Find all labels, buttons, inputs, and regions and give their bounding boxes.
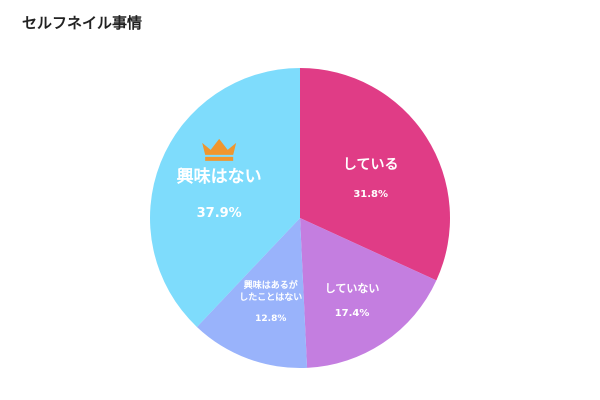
slice-value-label: 17.4% [335,308,370,319]
slice-name-label: 興味はあるが [244,279,299,291]
pie-slice [300,218,437,368]
pie-slice [150,68,300,327]
slice-name-label: 興味はない [177,166,262,187]
pie-slices [150,68,450,368]
crown-icon [202,138,237,161]
slice-name-label: していない [325,282,380,295]
slice-name-label: したことはない [239,292,302,303]
chart-title: セルフネイル事情 [22,14,143,32]
slice-value-label: 12.8% [255,314,286,324]
pie-slice [196,218,308,368]
pie-slice [300,68,450,281]
slice-value-label: 31.8% [353,189,388,200]
slice-value-label: 37.9% [197,206,242,221]
slice-name-label: している [343,157,399,173]
